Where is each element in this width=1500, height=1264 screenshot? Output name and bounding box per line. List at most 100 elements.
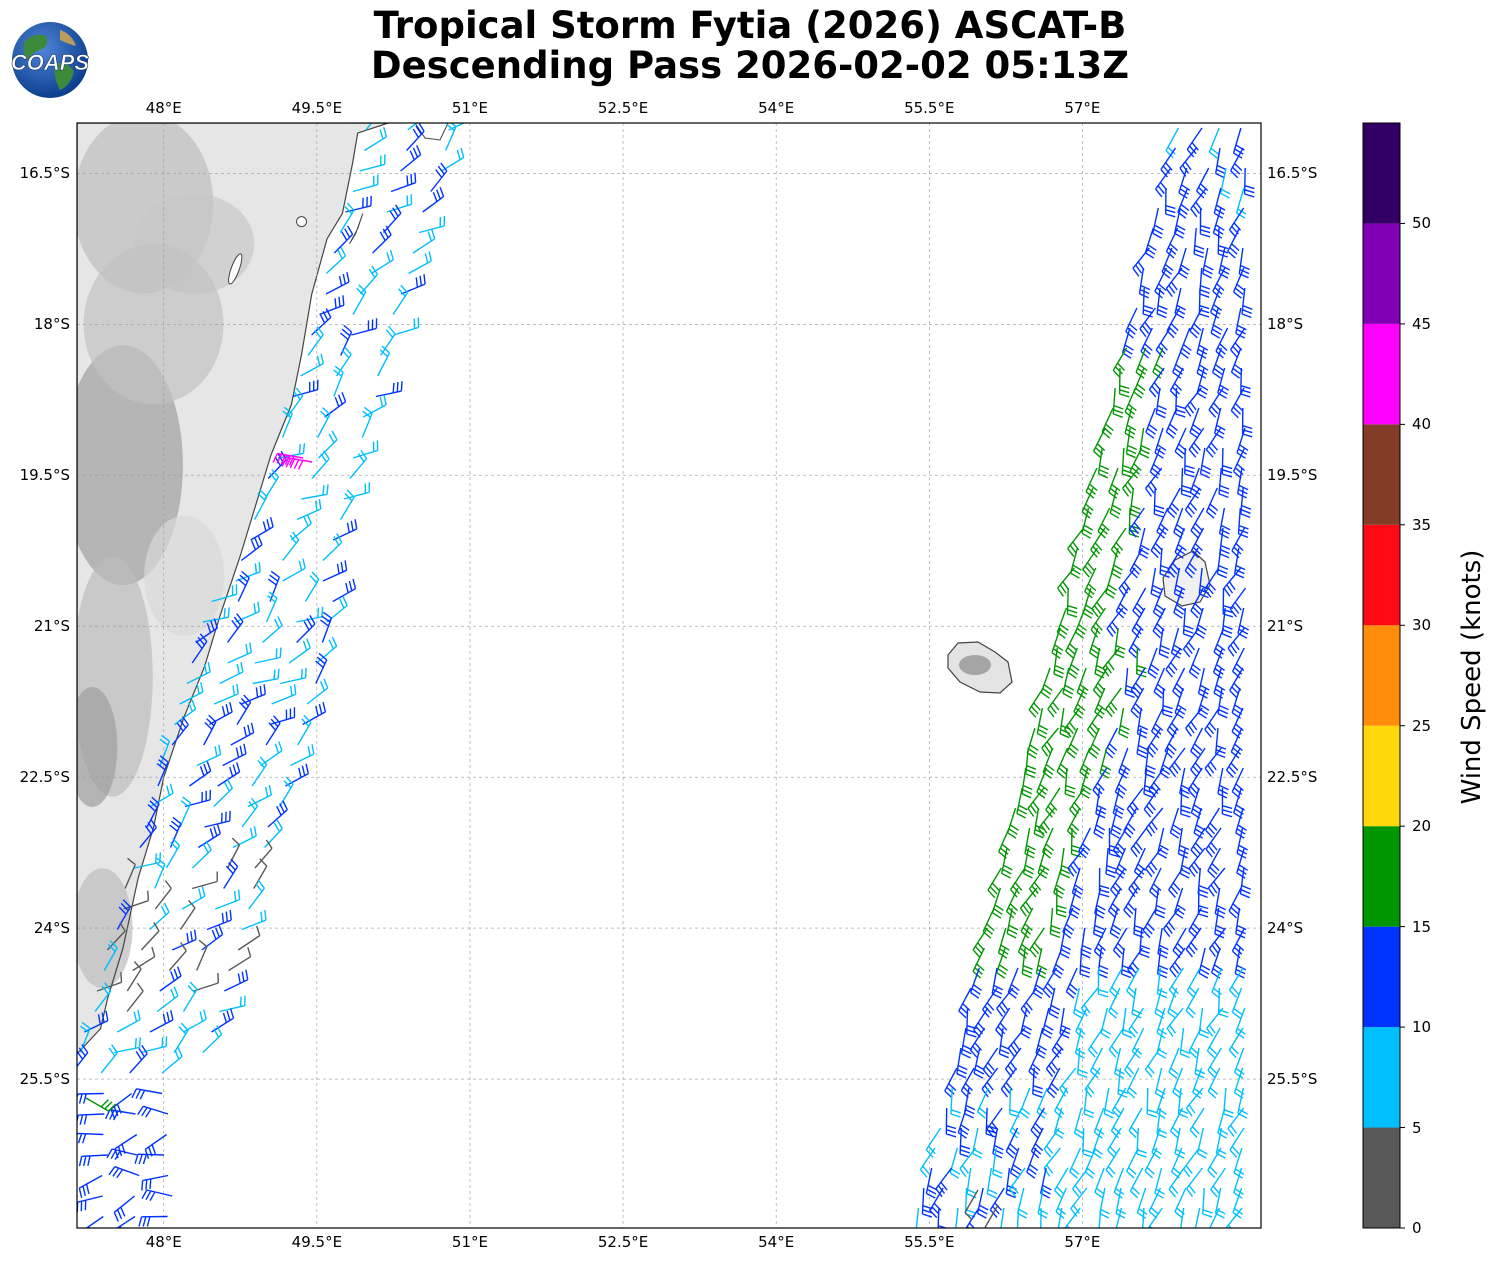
wind-barb	[236, 694, 252, 725]
wind-barb	[165, 837, 181, 869]
wind-barb	[333, 365, 344, 397]
wind-barb	[973, 1047, 986, 1079]
wind-barb	[1082, 587, 1095, 619]
wind-barb	[1142, 287, 1154, 318]
wind-barb	[1019, 1087, 1031, 1119]
wind-barb	[982, 987, 998, 1018]
wind-barb	[1154, 887, 1166, 919]
wind-barb	[1180, 467, 1192, 498]
wind-barb	[1139, 427, 1151, 459]
wind-barb	[1177, 247, 1190, 279]
wind-barb	[352, 174, 379, 193]
wind-barb	[412, 228, 436, 254]
wind-barb	[193, 972, 219, 992]
wind-barb	[186, 661, 211, 685]
wind-barb	[1064, 707, 1081, 738]
wind-barb	[206, 910, 232, 931]
wind-barb	[248, 879, 265, 910]
wind-barb	[1130, 687, 1145, 719]
wind-barb	[352, 284, 367, 315]
wind-barb	[950, 1087, 961, 1118]
wind-barb	[77, 1092, 104, 1104]
wind-barb	[963, 1087, 976, 1119]
wind-barb	[1188, 907, 1203, 939]
wind-barb	[149, 1010, 174, 1033]
wind-barb	[1169, 947, 1186, 978]
wind-barb	[340, 489, 355, 520]
wind-barb	[1109, 487, 1122, 519]
wind-barb	[1223, 567, 1242, 597]
wind-barb	[123, 890, 149, 910]
wind-barb	[1040, 667, 1053, 699]
wind-barb	[972, 1127, 983, 1159]
wind-barb	[227, 642, 252, 664]
wind-barb	[1092, 667, 1108, 698]
wind-barb	[1205, 807, 1220, 838]
wind-barb	[1070, 827, 1082, 858]
wind-barb	[1190, 507, 1205, 539]
wind-barb	[1074, 1027, 1086, 1059]
wind-barb	[1000, 1207, 1005, 1228]
wind-barb	[1118, 367, 1130, 398]
wind-barb	[1035, 947, 1048, 979]
wind-barb	[359, 154, 386, 172]
wind-barb	[1166, 307, 1181, 339]
wind-barb	[1199, 447, 1212, 479]
wind-barb	[1128, 1007, 1144, 1038]
wind-barb	[1148, 367, 1165, 398]
wind-barb	[1166, 707, 1182, 738]
lat-tick-right: 16.5°S	[1267, 164, 1318, 183]
wind-barb	[1142, 1207, 1145, 1228]
wind-barb	[307, 326, 324, 356]
wind-barb	[1017, 927, 1031, 959]
wind-barb	[1218, 247, 1231, 279]
wind-barb	[179, 796, 192, 828]
wind-barb	[408, 251, 432, 275]
wind-barb	[1226, 747, 1241, 778]
wind-barb	[1184, 387, 1202, 417]
wind-barb	[1175, 387, 1186, 418]
wind-barb	[1094, 647, 1106, 679]
wind-barb	[1188, 647, 1201, 679]
wind-barb	[955, 1207, 959, 1228]
wind-barb	[168, 942, 187, 971]
wind-barb	[1234, 547, 1246, 579]
wind-barb	[1179, 147, 1197, 177]
wind-barb	[1230, 727, 1243, 759]
land-layer	[77, 123, 1211, 1055]
wind-barb	[279, 776, 294, 807]
wind-barb	[304, 571, 320, 602]
wind-barb	[1153, 667, 1166, 699]
wind-barb	[1197, 887, 1209, 918]
colorbar-segment	[1363, 223, 1400, 324]
wind-barb	[985, 1107, 997, 1138]
wind-barb	[1154, 427, 1167, 459]
wind-barb	[1147, 1207, 1163, 1228]
wind-barb	[1059, 1227, 1061, 1228]
wind-barb	[1217, 367, 1229, 399]
lon-tick-top: 54°E	[758, 99, 795, 117]
wind-barb	[1215, 727, 1227, 759]
wind-barb	[1132, 247, 1150, 277]
wind-barb	[116, 1009, 141, 1033]
wind-barb	[1180, 787, 1191, 818]
wind-barb	[390, 172, 417, 193]
wind-barb	[1210, 307, 1223, 339]
wind-barb	[1056, 607, 1069, 639]
wind-barb	[1073, 687, 1086, 719]
wind-barb	[113, 1037, 141, 1054]
wind-barb	[251, 756, 268, 787]
colorbar-segment	[1363, 323, 1400, 425]
wind-barb	[336, 346, 352, 377]
wind-barb	[1173, 507, 1186, 539]
wind-barb	[1151, 1127, 1162, 1159]
wind-barb	[188, 761, 212, 787]
wind-barb	[1021, 947, 1033, 979]
wind-barb	[1092, 767, 1108, 798]
wind-barb	[1165, 647, 1182, 678]
wind-barb	[364, 127, 388, 152]
wind-barb	[1228, 207, 1245, 238]
wind-barb	[1146, 727, 1162, 758]
wind-barb	[1115, 1207, 1123, 1228]
wind-barb	[1112, 787, 1125, 819]
